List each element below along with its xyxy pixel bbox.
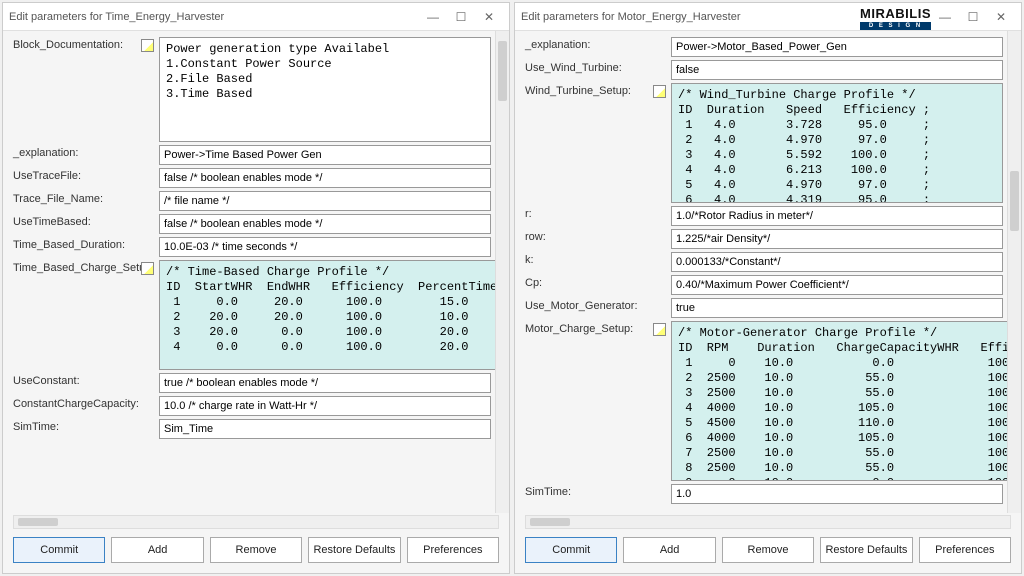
titlebar: Edit parameters for Time_Energy_Harveste… bbox=[3, 3, 509, 31]
row-r: r: bbox=[525, 206, 1003, 226]
logo-subtext: D E S I G N bbox=[860, 22, 931, 30]
scroll-area: Block_Documentation: Power generation ty… bbox=[3, 31, 495, 513]
close-icon[interactable]: ✕ bbox=[987, 7, 1015, 27]
row-timebasedcharge: Time_Based_Charge_Setup: /* Time-Based C… bbox=[13, 260, 491, 370]
tracefilename-input[interactable] bbox=[159, 191, 491, 211]
row-tracefilename: Trace_File_Name: bbox=[13, 191, 491, 211]
label-usetracefile: UseTraceFile: bbox=[13, 168, 141, 182]
add-button[interactable]: Add bbox=[623, 537, 715, 563]
label-block-documentation: Block_Documentation: bbox=[13, 37, 141, 51]
windturbinesetup-text[interactable]: /* Wind_Turbine Charge Profile */ ID Dur… bbox=[671, 83, 1003, 203]
row-constantchargecap: ConstantChargeCapacity: bbox=[13, 396, 491, 416]
label-timebasedcharge: Time_Based_Charge_Setup: bbox=[13, 260, 141, 274]
usetimebased-input[interactable] bbox=[159, 214, 491, 234]
r-input[interactable] bbox=[671, 206, 1003, 226]
label-k: k: bbox=[525, 252, 653, 266]
row-usetracefile: UseTraceFile: bbox=[13, 168, 491, 188]
titlebar: Edit parameters for Motor_Energy_Harvest… bbox=[515, 3, 1021, 31]
horizontal-scrollbar[interactable] bbox=[13, 515, 499, 529]
preferences-button[interactable]: Preferences bbox=[407, 537, 499, 563]
restore-defaults-button[interactable]: Restore Defaults bbox=[820, 537, 912, 563]
simtime-input[interactable] bbox=[159, 419, 491, 439]
label-explanation: _explanation: bbox=[13, 145, 141, 159]
edit-icon[interactable] bbox=[653, 85, 666, 98]
row-explanation: _explanation: bbox=[525, 37, 1003, 57]
remove-button[interactable]: Remove bbox=[210, 537, 302, 563]
logo-text: MIRABILIS bbox=[860, 6, 931, 21]
constantchargecap-input[interactable] bbox=[159, 396, 491, 416]
mirabilis-logo: MIRABILIS D E S I G N bbox=[860, 6, 931, 30]
close-icon[interactable]: ✕ bbox=[475, 7, 503, 27]
body: Block_Documentation: Power generation ty… bbox=[3, 31, 509, 513]
window-title: Edit parameters for Time_Energy_Harveste… bbox=[9, 11, 419, 23]
label-simtime: SimTime: bbox=[525, 484, 653, 498]
row-simtime: SimTime: bbox=[13, 419, 491, 439]
add-button[interactable]: Add bbox=[111, 537, 203, 563]
row-usemotorgen: Use_Motor_Generator: bbox=[525, 298, 1003, 318]
label-motorchargesetup: Motor_Charge_Setup: bbox=[525, 321, 653, 335]
row-timebasedduration: Time_Based_Duration: bbox=[13, 237, 491, 257]
label-useconstant: UseConstant: bbox=[13, 373, 141, 387]
row-input[interactable] bbox=[671, 229, 1003, 249]
edit-icon[interactable] bbox=[141, 39, 154, 52]
motorchargesetup-text[interactable]: /* Motor-Generator Charge Profile */ ID … bbox=[671, 321, 1007, 481]
commit-button[interactable]: Commit bbox=[525, 537, 617, 563]
remove-button[interactable]: Remove bbox=[722, 537, 814, 563]
row-simtime: SimTime: bbox=[525, 484, 1003, 504]
row-cp: Cp: bbox=[525, 275, 1003, 295]
label-cp: Cp: bbox=[525, 275, 653, 289]
label-usewindturbine: Use_Wind_Turbine: bbox=[525, 60, 653, 74]
label-timebasedduration: Time_Based_Duration: bbox=[13, 237, 141, 251]
usewindturbine-input[interactable] bbox=[671, 60, 1003, 80]
window-time-energy-harvester: Edit parameters for Time_Energy_Harveste… bbox=[2, 2, 510, 574]
preferences-button[interactable]: Preferences bbox=[919, 537, 1011, 563]
label-r: r: bbox=[525, 206, 653, 220]
button-bar: Commit Add Remove Restore Defaults Prefe… bbox=[515, 531, 1021, 573]
row-windturbinesetup: Wind_Turbine_Setup: /* Wind_Turbine Char… bbox=[525, 83, 1003, 203]
timebasedduration-input[interactable] bbox=[159, 237, 491, 257]
row-row: row: bbox=[525, 229, 1003, 249]
block-documentation-text[interactable]: Power generation type Availabel 1.Consta… bbox=[159, 37, 491, 142]
row-block-documentation: Block_Documentation: Power generation ty… bbox=[13, 37, 491, 142]
explanation-input[interactable] bbox=[671, 37, 1003, 57]
commit-button[interactable]: Commit bbox=[13, 537, 105, 563]
label-simtime: SimTime: bbox=[13, 419, 141, 433]
edit-icon[interactable] bbox=[141, 262, 154, 275]
explanation-input[interactable] bbox=[159, 145, 491, 165]
simtime-input[interactable] bbox=[671, 484, 1003, 504]
body: _explanation: Use_Wind_Turbine: Wind_Tur… bbox=[515, 31, 1021, 513]
scroll-area: _explanation: Use_Wind_Turbine: Wind_Tur… bbox=[515, 31, 1007, 513]
button-bar: Commit Add Remove Restore Defaults Prefe… bbox=[3, 531, 509, 573]
horizontal-scrollbar[interactable] bbox=[525, 515, 1011, 529]
label-row: row: bbox=[525, 229, 653, 243]
vertical-scrollbar[interactable] bbox=[1007, 31, 1021, 513]
label-explanation: _explanation: bbox=[525, 37, 653, 51]
timebasedcharge-text[interactable]: /* Time-Based Charge Profile */ ID Start… bbox=[159, 260, 495, 370]
label-constantchargecap: ConstantChargeCapacity: bbox=[13, 396, 141, 410]
row-useconstant: UseConstant: bbox=[13, 373, 491, 393]
useconstant-input[interactable] bbox=[159, 373, 491, 393]
usemotorgen-input[interactable] bbox=[671, 298, 1003, 318]
row-motorchargesetup: Motor_Charge_Setup: /* Motor-Generator C… bbox=[525, 321, 1003, 481]
row-usewindturbine: Use_Wind_Turbine: bbox=[525, 60, 1003, 80]
vertical-scrollbar[interactable] bbox=[495, 31, 509, 513]
restore-defaults-button[interactable]: Restore Defaults bbox=[308, 537, 400, 563]
label-tracefilename: Trace_File_Name: bbox=[13, 191, 141, 205]
k-input[interactable] bbox=[671, 252, 1003, 272]
usetracefile-input[interactable] bbox=[159, 168, 491, 188]
label-usemotorgen: Use_Motor_Generator: bbox=[525, 298, 653, 312]
maximize-icon[interactable]: ☐ bbox=[447, 7, 475, 27]
label-windturbinesetup: Wind_Turbine_Setup: bbox=[525, 83, 653, 97]
row-k: k: bbox=[525, 252, 1003, 272]
label-usetimebased: UseTimeBased: bbox=[13, 214, 141, 228]
row-explanation: _explanation: bbox=[13, 145, 491, 165]
minimize-icon[interactable]: — bbox=[419, 7, 447, 27]
row-usetimebased: UseTimeBased: bbox=[13, 214, 491, 234]
maximize-icon[interactable]: ☐ bbox=[959, 7, 987, 27]
minimize-icon[interactable]: — bbox=[931, 7, 959, 27]
cp-input[interactable] bbox=[671, 275, 1003, 295]
window-motor-energy-harvester: Edit parameters for Motor_Energy_Harvest… bbox=[514, 2, 1022, 574]
edit-icon[interactable] bbox=[653, 323, 666, 336]
